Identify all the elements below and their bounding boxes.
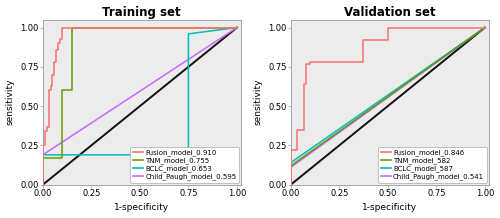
Fusion_model_0.846 [303,83,309,85]
Fusion_model_0.846 [294,149,300,152]
Y-axis label: sensitivity: sensitivity [6,79,15,126]
Fusion_model_0.846 [385,39,391,41]
Line: Child_Paugh_model_0.541: Child_Paugh_model_0.541 [290,28,485,185]
Fusion_model_0.910 [234,26,240,29]
Line: Fusion_model_0.846: Fusion_model_0.846 [290,28,485,185]
Fusion_model_0.910 [44,130,50,133]
TNM_model_0.755 [59,157,65,159]
Y-axis label: sensitivity: sensitivity [254,79,262,126]
Child_Paugh_model_0.595 [40,153,46,156]
Fusion_model_0.846 [385,26,391,29]
TNM_model_0.755 [69,26,75,29]
Title: Validation set: Validation set [344,5,436,19]
Fusion_model_0.910 [52,61,58,63]
Child_Paugh_model_0.595 [234,26,240,29]
Line: TNM_model_0.755: TNM_model_0.755 [43,28,237,185]
TNM_model_0.755 [40,157,46,159]
Fusion_model_0.846 [302,83,308,85]
Line: BCLC_model_0.653: BCLC_model_0.653 [43,28,237,185]
Fusion_model_0.910 [42,130,48,133]
Fusion_model_0.846 [307,61,313,63]
Fusion_model_0.910 [40,144,46,147]
Fusion_model_0.910 [59,26,65,29]
Fusion_model_0.910 [54,48,60,51]
BCLC_model_0.653 [234,26,240,29]
Fusion_model_0.910 [42,144,48,147]
TNM_model_582 [288,165,294,167]
BCLC_model_0.653 [40,153,46,156]
BCLC_model_587 [482,26,488,29]
BCLC_model_0.653 [186,32,192,35]
BCLC_model_0.653 [186,153,192,156]
TNM_model_0.755 [40,183,46,186]
Fusion_model_0.846 [288,183,294,186]
Fusion_model_0.910 [48,89,54,92]
Fusion_model_0.846 [482,26,488,29]
Title: Training set: Training set [102,5,181,19]
Fusion_model_0.910 [46,125,52,128]
Legend: Fusion_model_0.846, TNM_model_582, BCLC_model_587, Child_Paugh_model_0.541: Fusion_model_0.846, TNM_model_582, BCLC_… [378,147,486,183]
Fusion_model_0.910 [57,42,63,45]
Fusion_model_0.846 [360,39,366,41]
Fusion_model_0.910 [50,84,56,87]
Fusion_model_0.846 [360,61,366,63]
TNM_model_582 [288,183,294,186]
Fusion_model_0.846 [288,149,294,152]
Fusion_model_0.910 [52,73,58,76]
Fusion_model_0.910 [63,26,69,29]
BCLC_model_587 [288,161,294,164]
Child_Paugh_model_0.595 [40,183,46,186]
Fusion_model_0.910 [46,89,52,92]
Fusion_model_0.910 [56,42,62,45]
Child_Paugh_model_0.541 [482,26,488,29]
Line: BCLC_model_587: BCLC_model_587 [290,28,485,185]
Fusion_model_0.910 [63,26,69,29]
Fusion_model_0.910 [54,61,60,63]
X-axis label: 1-specificity: 1-specificity [114,203,170,213]
Child_Paugh_model_0.541 [288,183,294,186]
X-axis label: 1-specificity: 1-specificity [362,203,418,213]
Fusion_model_0.910 [44,125,50,128]
TNM_model_582 [482,26,488,29]
Line: Child_Paugh_model_0.595: Child_Paugh_model_0.595 [43,28,237,185]
Fusion_model_0.910 [59,37,65,40]
Line: TNM_model_582: TNM_model_582 [290,28,485,185]
Fusion_model_0.910 [56,48,62,51]
Legend: Fusion_model_0.910, TNM_model_0.755, BCLC_model_0.653, Child_Paugh_model_0.595: Fusion_model_0.910, TNM_model_0.755, BCL… [130,147,238,183]
Fusion_model_0.910 [40,183,46,186]
Fusion_model_0.846 [303,62,309,65]
Line: Fusion_model_0.910: Fusion_model_0.910 [43,28,237,185]
TNM_model_0.755 [59,89,65,92]
Fusion_model_0.846 [294,128,300,131]
Fusion_model_0.910 [48,84,54,87]
Fusion_model_0.846 [302,128,308,131]
BCLC_model_0.653 [40,183,46,186]
BCLC_model_587 [288,183,294,186]
Child_Paugh_model_0.541 [288,166,294,169]
Fusion_model_0.910 [57,37,63,40]
TNM_model_0.755 [234,26,240,29]
Fusion_model_0.910 [50,73,56,76]
TNM_model_0.755 [69,89,75,92]
Fusion_model_0.846 [307,62,313,65]
